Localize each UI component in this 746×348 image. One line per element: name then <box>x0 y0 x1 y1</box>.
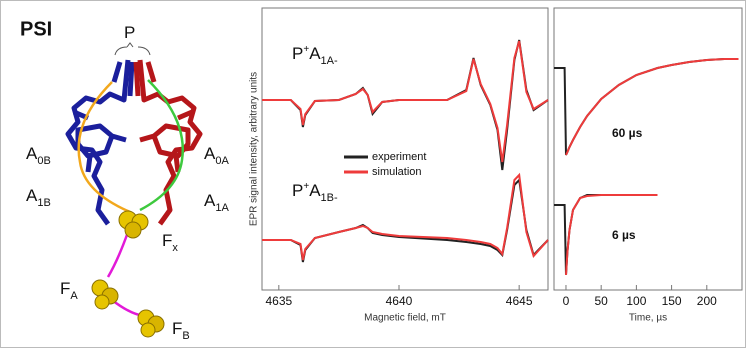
label-part: x <box>172 242 178 254</box>
plot-frame <box>553 7 743 291</box>
x-tick-label: 4640 <box>386 294 413 308</box>
label-part: F <box>172 319 182 338</box>
diagram-label: P <box>124 23 135 42</box>
diagram-label: A1B <box>26 186 51 208</box>
label-part: 0A <box>215 155 229 167</box>
diagram-label: Fx <box>162 231 178 253</box>
x-tick-label: 50 <box>594 294 608 308</box>
label-part: + <box>303 181 309 192</box>
data-line <box>565 58 739 156</box>
legend-label: experiment <box>372 151 426 163</box>
diagram-label: FA <box>60 279 78 301</box>
label-part: B <box>182 330 189 342</box>
diagram-label: A0A <box>204 144 229 166</box>
x-tick-label: 150 <box>662 294 682 308</box>
psi-diagram: PSI <box>20 18 203 338</box>
arrows <box>77 79 184 318</box>
label-part: 0B <box>37 155 50 167</box>
annotation: P+A1A- <box>292 44 338 67</box>
diagram-title: PSI <box>20 18 52 40</box>
label-part: F <box>162 231 172 250</box>
brace <box>114 42 151 56</box>
annotation: 6 µs <box>612 228 636 242</box>
x-axis-label: Magnetic field, mT <box>364 313 446 324</box>
x-axis-label: Time, µs <box>629 313 667 324</box>
data-line <box>262 172 549 261</box>
blue-chain <box>65 59 135 226</box>
legend-label: simulation <box>372 166 422 178</box>
label-part: A <box>26 186 38 205</box>
x-tick-label: 4635 <box>265 294 292 308</box>
label-part: + <box>303 44 309 55</box>
label-part: A <box>26 144 38 163</box>
diagram-label: FB <box>172 319 190 341</box>
x-tick-label: 200 <box>697 294 717 308</box>
label-part: A <box>309 181 321 200</box>
x-tick-label: 4645 <box>506 294 533 308</box>
label-part: A <box>70 290 78 302</box>
y-axis-label: EPR signal intensity, arbitrary units <box>249 72 260 226</box>
label-part: 1A- <box>321 55 338 67</box>
label-part: 1B <box>37 197 50 209</box>
clusters <box>91 210 165 338</box>
data-line <box>262 40 549 163</box>
label-part: 1A <box>215 202 229 214</box>
label-part: 1B- <box>321 192 338 204</box>
label-part: P <box>292 181 303 200</box>
plot-frame <box>261 7 549 291</box>
annotation: 60 µs <box>612 126 643 140</box>
data-line <box>565 194 658 276</box>
label-part: A <box>204 144 216 163</box>
label-part: P <box>292 44 303 63</box>
x-tick-label: 0 <box>563 294 570 308</box>
label-part: A <box>309 44 321 63</box>
label-part: P <box>124 23 135 42</box>
label-part: F <box>60 279 70 298</box>
annotation: P+A1B- <box>292 181 338 204</box>
diagram-label: A0B <box>26 144 51 166</box>
x-tick-label: 100 <box>626 294 646 308</box>
label-part: A <box>204 191 216 210</box>
diagram-label: A1A <box>204 191 229 213</box>
